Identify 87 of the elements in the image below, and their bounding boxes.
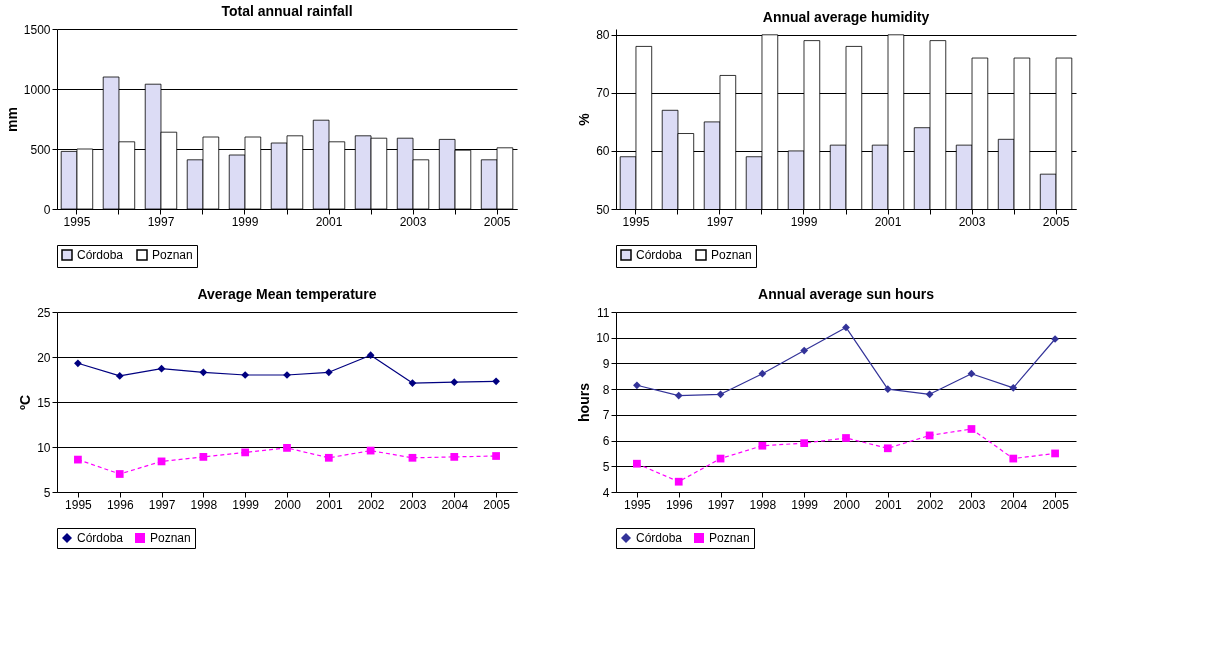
x-tick-label: 2002 bbox=[357, 497, 385, 512]
point bbox=[324, 453, 333, 462]
x-tick-label: 1997 bbox=[706, 214, 734, 229]
y-tick-label: 9 bbox=[602, 356, 610, 371]
legend-label: Córdoba bbox=[636, 531, 683, 545]
x-tick-label: 2000 bbox=[274, 497, 302, 512]
x-tick-label: 2004 bbox=[441, 497, 469, 512]
chart-title: Total annual rainfall bbox=[221, 3, 353, 19]
x-tick-label: 2003 bbox=[958, 497, 986, 512]
point bbox=[492, 377, 500, 386]
x-tick-label: 2005 bbox=[483, 214, 511, 229]
y-tick-label: 50 bbox=[596, 202, 610, 217]
x-tick-label: 1996 bbox=[106, 497, 134, 512]
x-tick-label: 2001 bbox=[315, 214, 343, 229]
y-tick-label: 0 bbox=[43, 202, 51, 217]
x-tick-label: 1996 bbox=[665, 497, 693, 512]
x-tick-label: 1998 bbox=[749, 497, 777, 512]
x-tick-label: 1999 bbox=[231, 214, 259, 229]
point bbox=[633, 459, 641, 468]
point bbox=[74, 359, 82, 368]
x-tick-label: 2003 bbox=[399, 497, 427, 512]
y-tick-label: 20 bbox=[37, 350, 51, 365]
x-tick-label: 1995 bbox=[63, 214, 91, 229]
y-tick-label: 80 bbox=[596, 28, 610, 43]
point bbox=[1051, 449, 1059, 458]
legend-label: Poznan bbox=[150, 531, 191, 545]
y-tick-label: 1000 bbox=[23, 82, 51, 97]
x-tick-label: 2003 bbox=[399, 214, 427, 229]
y-tick-label: 500 bbox=[30, 142, 51, 157]
x-tick-label: 1995 bbox=[622, 214, 650, 229]
x-tick-label: 2004 bbox=[1000, 497, 1028, 512]
x-tick-label: 2001 bbox=[874, 214, 902, 229]
x-tick-label: 1999 bbox=[232, 497, 260, 512]
x-tick-label: 1997 bbox=[147, 214, 175, 229]
x-tick-label: 2005 bbox=[1042, 497, 1070, 512]
x-tick-label: 1995 bbox=[624, 497, 652, 512]
point bbox=[842, 434, 850, 442]
x-tick-label: 2005 bbox=[483, 497, 511, 512]
legend-label: Córdoba bbox=[77, 531, 124, 545]
x-tick-label: 1997 bbox=[148, 497, 176, 512]
y-tick-label: 6 bbox=[602, 434, 610, 449]
point bbox=[633, 381, 641, 390]
y-tick-label: 11 bbox=[597, 305, 610, 320]
y-tick-label: 15 bbox=[37, 395, 51, 410]
y-axis-title: mm bbox=[3, 107, 20, 132]
chart-title: Annual average sun hours bbox=[758, 286, 935, 302]
y-tick-label: 4 bbox=[602, 485, 610, 500]
y-tick-label: 10 bbox=[37, 440, 51, 455]
y-tick-label: 70 bbox=[596, 86, 610, 101]
legend-label: Poznan bbox=[152, 248, 193, 262]
point bbox=[883, 444, 892, 453]
y-tick-label: 60 bbox=[596, 144, 610, 159]
x-tick-label: 2002 bbox=[916, 497, 944, 512]
y-tick-label: 7 bbox=[602, 408, 610, 423]
x-tick-label: 2001 bbox=[315, 497, 343, 512]
x-tick-label: 2003 bbox=[958, 214, 986, 229]
y-tick-label: 25 bbox=[37, 305, 51, 320]
x-tick-label: 1999 bbox=[791, 497, 819, 512]
legend-label: Córdoba bbox=[636, 248, 683, 262]
point bbox=[492, 452, 500, 460]
point bbox=[800, 439, 809, 448]
x-tick-label: 2005 bbox=[1042, 214, 1070, 229]
x-tick-label: 1999 bbox=[790, 214, 818, 229]
point bbox=[758, 441, 767, 450]
y-tick-label: 1500 bbox=[23, 22, 51, 37]
chart-title: Average Mean temperature bbox=[197, 286, 377, 302]
x-tick-label: 2000 bbox=[833, 497, 861, 512]
y-tick-label: 5 bbox=[602, 459, 610, 474]
legend-label: Poznan bbox=[711, 248, 752, 262]
y-axis-title: ºC bbox=[17, 394, 34, 411]
point bbox=[674, 477, 683, 486]
x-tick-label: 1995 bbox=[65, 497, 93, 512]
point bbox=[115, 470, 124, 478]
x-tick-label: 1998 bbox=[190, 497, 218, 512]
chart-title: Annual average humidity bbox=[762, 8, 930, 25]
point bbox=[199, 453, 208, 461]
legend-label: Poznan bbox=[709, 531, 750, 545]
legend-label: Córdoba bbox=[77, 248, 124, 262]
x-tick-label: 2001 bbox=[874, 497, 902, 512]
y-tick-label: 8 bbox=[602, 382, 610, 397]
y-tick-label: 10 bbox=[596, 331, 610, 346]
y-axis-title: % bbox=[576, 112, 593, 126]
y-axis-title: hours bbox=[576, 382, 593, 422]
y-tick-label: 5 bbox=[43, 485, 51, 500]
point bbox=[450, 453, 459, 461]
point bbox=[283, 444, 291, 452]
x-tick-label: 1997 bbox=[707, 497, 735, 512]
